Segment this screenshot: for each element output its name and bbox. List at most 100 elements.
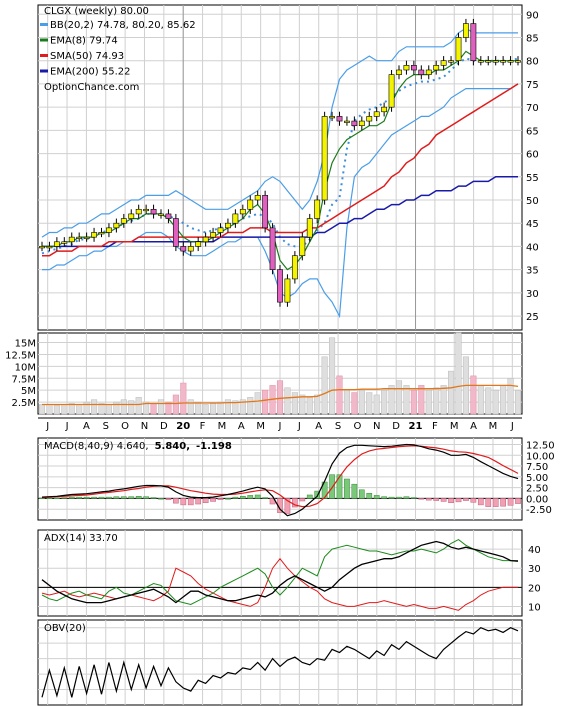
macd-histogram-bar xyxy=(440,498,447,502)
bb-20-2-legend-swatch xyxy=(40,23,48,26)
candle-body xyxy=(135,208,142,215)
macd-histogram-bar xyxy=(329,474,335,499)
macd-histogram-bar xyxy=(500,498,506,507)
macd-y-tick-label: 5.00 xyxy=(526,473,548,484)
price-y-tick-label: 35 xyxy=(526,266,539,277)
macd-histogram-bar xyxy=(54,497,60,500)
x-tick-label: N xyxy=(141,421,148,432)
macd-histogram-bar xyxy=(418,498,425,500)
volume-bar xyxy=(187,399,194,415)
volume-bar xyxy=(336,375,343,415)
macd-histogram-bar xyxy=(344,478,350,499)
legend-ema-8: EMA(8) 79.74 xyxy=(50,36,118,47)
macd-histogram-bar xyxy=(507,498,514,506)
macd-histogram-bar xyxy=(91,496,97,499)
volume-bar xyxy=(321,356,328,415)
candle-body xyxy=(269,227,276,270)
candle-body xyxy=(500,60,507,63)
legend-sma-50: SMA(50) 74.93 xyxy=(50,51,124,62)
volume-bar xyxy=(247,397,254,415)
candle-body xyxy=(106,227,112,233)
price-y-tick-label: 30 xyxy=(526,289,539,300)
macd-y-tick-label: 12.50 xyxy=(526,440,555,451)
candle-body xyxy=(172,218,179,247)
x-tick-label: M xyxy=(450,421,459,432)
volume-bar xyxy=(440,385,447,415)
volume-bar xyxy=(514,389,522,415)
adx-y-tick-label: 20 xyxy=(528,583,541,594)
candle-body xyxy=(448,60,454,63)
x-tick-label: A xyxy=(315,421,322,432)
volume-bar xyxy=(418,385,425,415)
adx-legend: ADX(14) 33.70 xyxy=(44,533,118,544)
macd-histogram-bar xyxy=(381,496,387,499)
candle-body xyxy=(150,208,157,215)
volume-bar xyxy=(448,370,455,415)
candle-body xyxy=(366,116,373,122)
candle-body xyxy=(98,232,105,235)
volume-bar xyxy=(477,385,484,415)
macd-histogram-bar xyxy=(239,496,246,499)
candle-body xyxy=(217,227,224,233)
macd-y-tick-label: 7.50 xyxy=(526,462,548,473)
watermark-label: OptionChance.com xyxy=(44,82,139,93)
candle-body xyxy=(470,23,477,62)
x-tick-label: D xyxy=(160,421,168,432)
volume-bar xyxy=(217,401,224,415)
candle-body xyxy=(165,213,172,219)
macd-y-tick-label: 0.00 xyxy=(526,494,548,505)
macd-legend-1: 5.840, xyxy=(155,441,190,452)
macd-histogram-bar xyxy=(358,489,365,499)
candle-body xyxy=(507,60,514,63)
macd-histogram-bar xyxy=(106,496,112,499)
candle-body xyxy=(262,195,269,229)
candle-body xyxy=(418,69,425,75)
volume-bar xyxy=(135,397,142,415)
volume-bar xyxy=(46,404,53,415)
x-tick-label: J xyxy=(278,421,282,432)
candle-body xyxy=(351,120,358,127)
x-tick-label: O xyxy=(121,421,129,432)
macd-histogram-bar xyxy=(433,498,440,501)
volume-bar xyxy=(470,375,477,415)
macd-histogram-bar xyxy=(299,498,306,502)
volume-bar xyxy=(254,392,261,415)
candle-body xyxy=(492,60,499,63)
macd-histogram-bar xyxy=(448,498,454,503)
macd-histogram-bar xyxy=(388,496,395,499)
candle-body xyxy=(143,208,150,212)
x-tick-label: M xyxy=(218,421,227,432)
volume-bar xyxy=(373,394,380,415)
candle-body xyxy=(463,23,469,38)
adx-panel: 40 30 20 10 ADX(14) 33.70 xyxy=(37,529,541,617)
price-y-tick-label: 70 xyxy=(526,103,539,114)
price-panel: 90 85 80 75 70 65 60 55 50 45 40 35 30 25 CLGX (weekly… xyxy=(37,4,539,331)
volume-y-tick-label: 15M xyxy=(15,339,36,350)
macd-histogram-bar xyxy=(314,490,321,499)
macd-histogram-bar xyxy=(254,494,261,499)
macd-histogram-bar xyxy=(470,498,477,503)
candle-body xyxy=(284,278,291,303)
volume-bar xyxy=(180,382,187,415)
x-tick-label: M xyxy=(256,421,265,432)
volume-bar xyxy=(343,389,350,415)
x-tick-label: D xyxy=(392,421,400,432)
macd-histogram-bar xyxy=(165,498,172,500)
price-y-tick-label: 60 xyxy=(526,150,539,161)
volume-y-tick-label: 5M xyxy=(21,386,36,397)
x-tick-label: A xyxy=(238,421,245,432)
price-y-tick-label: 80 xyxy=(526,57,539,68)
volume-average-line xyxy=(42,384,519,406)
price-y-tick-label: 90 xyxy=(526,10,539,21)
candle-body xyxy=(180,246,187,252)
macd-histogram-bar xyxy=(120,496,127,499)
volume-bar xyxy=(329,337,336,415)
macd-histogram-bar xyxy=(98,496,105,499)
candle-body xyxy=(195,241,202,247)
macd-histogram-bar xyxy=(150,497,157,499)
candle-body xyxy=(291,255,298,280)
macd-histogram-bar xyxy=(351,483,358,499)
price-y-tick-label: 45 xyxy=(526,219,539,230)
macd-histogram-bar xyxy=(262,497,268,499)
